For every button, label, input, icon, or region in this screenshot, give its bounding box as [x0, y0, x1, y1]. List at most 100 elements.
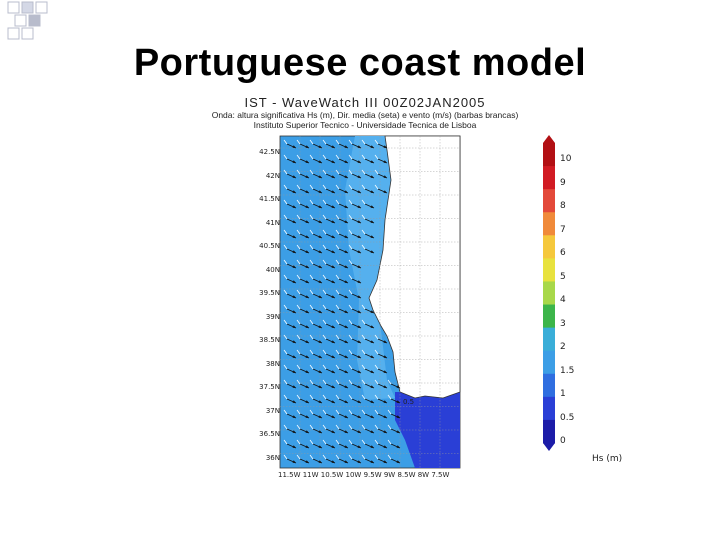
colorbar-label: 4: [560, 295, 566, 305]
wave-arrow: [335, 409, 349, 419]
wave-arrow: [374, 334, 388, 344]
wave-arrow: [361, 244, 375, 254]
wave-arrow: [309, 454, 323, 464]
wave-arrow: [309, 139, 323, 149]
wave-arrow: [322, 319, 336, 329]
wave-arrow: [374, 139, 388, 149]
wave-arrow: [374, 349, 388, 359]
colorbar-segment: [543, 350, 555, 375]
wave-arrow: [296, 199, 310, 209]
latitude-label: 39.5N: [259, 289, 280, 297]
wave-arrow: [348, 139, 362, 149]
wave-arrow: [335, 244, 349, 254]
wave-arrow: [374, 154, 388, 164]
wave-arrow: [309, 184, 323, 194]
wave-arrow: [309, 394, 323, 404]
wave-arrow: [296, 259, 310, 269]
wave-arrow: [322, 379, 336, 389]
wave-arrow: [296, 304, 310, 314]
colorbar-segment: [543, 143, 555, 167]
wave-arrow: [322, 349, 336, 359]
wave-arrow: [296, 289, 310, 299]
wave-arrow: [335, 304, 349, 314]
wave-arrow: [296, 244, 310, 254]
wave-arrow: [322, 289, 336, 299]
figure-header-institution: Instituto Superior Tecnico - Universidad…: [253, 120, 477, 130]
wave-arrow: [361, 184, 375, 194]
colorbar-segment: [543, 212, 555, 236]
wave-arrow: [361, 424, 375, 434]
wave-arrow: [322, 199, 336, 209]
wave-arrow: [309, 274, 323, 284]
wave-arrow: [335, 199, 349, 209]
latitude-label: 37.5N: [259, 383, 280, 391]
wave-arrow: [296, 169, 310, 179]
wave-arrow: [283, 199, 297, 209]
colorbar-top-tip: [543, 135, 555, 143]
wave-arrow: [348, 439, 362, 449]
wave-arrow: [335, 424, 349, 434]
wave-arrow: [283, 274, 297, 284]
wave-arrow: [283, 334, 297, 344]
wave-arrow: [361, 319, 375, 329]
colorbar-label: 6: [560, 248, 566, 258]
wave-arrow: [348, 259, 362, 269]
wave-arrow: [374, 379, 388, 389]
wave-arrow: [309, 259, 323, 269]
wave-arrow: [335, 274, 349, 284]
wave-arrow: [374, 454, 388, 464]
colorbar-segment: [543, 304, 555, 329]
wave-arrow: [309, 244, 323, 254]
wave-arrow: [283, 394, 297, 404]
wave-arrow: [296, 214, 310, 224]
wave-arrow: [335, 394, 349, 404]
wave-arrow: [283, 349, 297, 359]
wave-arrow: [348, 349, 362, 359]
colorbar-label: 9: [560, 177, 566, 188]
wave-arrow: [335, 154, 349, 164]
wave-arrow: [361, 394, 375, 404]
colorbar-label: 1.5: [560, 365, 575, 376]
wave-arrow: [361, 154, 375, 164]
wave-arrow: [374, 394, 388, 404]
wave-arrow: [283, 364, 297, 374]
wave-direction-arrows: [283, 139, 401, 464]
wave-arrow: [322, 244, 336, 254]
wave-arrow: [335, 454, 349, 464]
wave-arrow: [335, 289, 349, 299]
colorbar-segment: [543, 419, 555, 444]
colorbar-label: 2: [560, 342, 566, 352]
wave-arrow: [348, 199, 362, 209]
latitude-label: 36N: [265, 453, 280, 462]
wave-arrow: [309, 199, 323, 209]
wave-arrow: [361, 364, 375, 374]
wave-arrow: [335, 319, 349, 329]
wave-arrow: [296, 424, 310, 434]
wave-arrow: [322, 394, 336, 404]
colorbar: [543, 135, 555, 451]
wave-arrow: [322, 454, 336, 464]
wave-arrow: [335, 349, 349, 359]
colorbar-label: 1: [560, 389, 566, 399]
colorbar-label: 10: [560, 154, 572, 164]
wave-arrow: [387, 409, 401, 419]
wave-arrow: [348, 244, 362, 254]
wave-arrow: [309, 214, 323, 224]
wave-arrow: [296, 409, 310, 419]
wave-arrow: [309, 169, 323, 179]
wave-arrow: [322, 169, 336, 179]
wave-arrow: [309, 334, 323, 344]
wave-arrow: [322, 154, 336, 164]
colorbar-bottom-tip: [543, 443, 555, 451]
wave-arrow: [296, 454, 310, 464]
latitude-label: 40N: [265, 265, 280, 274]
wave-arrow: [309, 439, 323, 449]
colorbar-segment: [543, 373, 555, 398]
wave-arrow: [374, 169, 388, 179]
wave-arrow: [361, 199, 375, 209]
wave-arrow: [322, 424, 336, 434]
colorbar-label: 7: [560, 224, 566, 235]
wave-arrow: [348, 409, 362, 419]
wave-arrow: [335, 334, 349, 344]
latitude-label: 41N: [265, 218, 280, 227]
